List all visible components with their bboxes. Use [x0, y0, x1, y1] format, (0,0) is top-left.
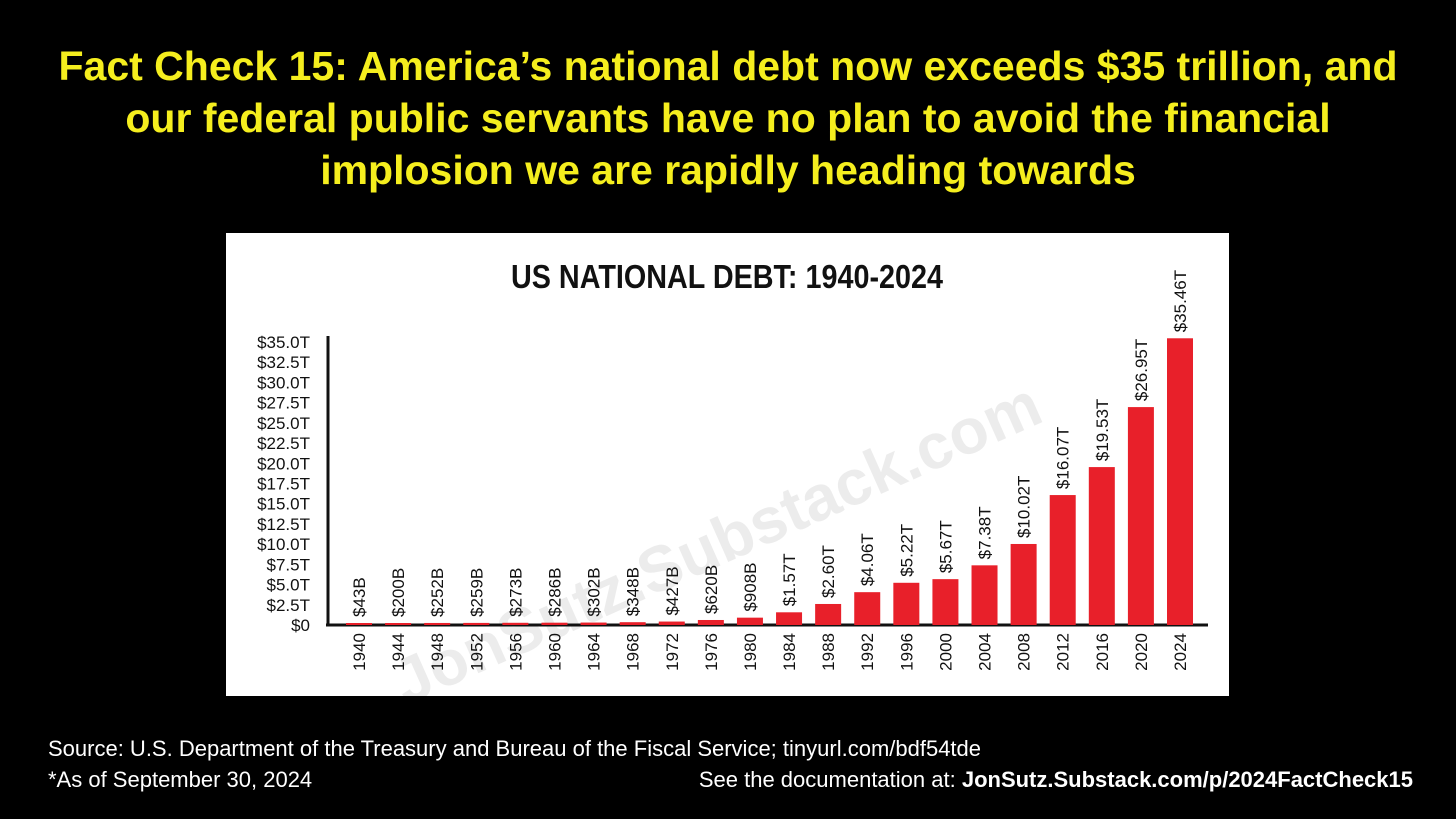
- data-label: $7.38T: [976, 506, 995, 559]
- x-tick-label: 2012: [1054, 633, 1073, 671]
- x-tick-label: 1948: [428, 633, 447, 671]
- y-tick-label: $35.0T: [257, 333, 310, 352]
- bar: [736, 617, 763, 625]
- x-tick-label: 1976: [702, 633, 721, 671]
- x-tick-label: 1980: [741, 633, 760, 671]
- chart-panel: JonSutz.Substack.com US NATIONAL DEBT: 1…: [226, 233, 1229, 696]
- bar: [541, 622, 568, 625]
- data-label: $4.06T: [858, 533, 877, 586]
- bar: [1127, 407, 1154, 625]
- x-tick-label: 1960: [545, 633, 564, 671]
- data-label: $16.07T: [1054, 427, 1073, 489]
- x-tick-label: 1992: [858, 633, 877, 671]
- y-tick-label: $30.0T: [257, 373, 310, 392]
- x-tick-label: 1988: [819, 633, 838, 671]
- bar: [463, 622, 490, 625]
- y-tick-label: $25.0T: [257, 414, 310, 433]
- x-tick-label: 1940: [350, 633, 369, 671]
- data-label: $5.22T: [897, 524, 916, 577]
- chart-title: US NATIONAL DEBT: 1940-2024: [511, 258, 944, 295]
- data-label: $200B: [389, 568, 408, 617]
- x-tick-label: 1952: [467, 633, 486, 671]
- data-label: $273B: [506, 568, 525, 617]
- x-tick-label: 1996: [897, 633, 916, 671]
- y-tick-label: $12.5T: [257, 515, 310, 534]
- bar: [424, 622, 451, 625]
- y-tick-label: $17.5T: [257, 475, 310, 494]
- bar: [932, 579, 959, 625]
- bar: [697, 619, 724, 625]
- bar: [658, 621, 685, 625]
- data-label: $286B: [545, 568, 564, 617]
- bar: [893, 582, 920, 625]
- bar: [1010, 543, 1037, 625]
- y-tick-label: $22.5T: [257, 434, 310, 453]
- as-of-note: *As of September 30, 2024: [48, 767, 313, 792]
- bar: [385, 623, 412, 625]
- y-tick-label: $15.0T: [257, 495, 310, 514]
- data-label: $10.02T: [1015, 476, 1034, 538]
- y-tick-label: $27.5T: [257, 394, 310, 413]
- x-tick-label: 1964: [585, 633, 604, 671]
- y-tick-label: $7.5T: [267, 555, 310, 574]
- bar: [1088, 467, 1115, 625]
- documentation-prefix: See the documentation at:: [698, 767, 962, 792]
- data-label: $908B: [741, 562, 760, 611]
- data-label: $252B: [428, 568, 447, 617]
- x-tick-label: 2016: [1093, 633, 1112, 671]
- data-label: $19.53T: [1093, 399, 1112, 461]
- y-tick-label: $10.0T: [257, 535, 310, 554]
- data-label: $5.67T: [936, 520, 955, 573]
- headline: Fact Check 15: America’s national debt n…: [58, 43, 1398, 193]
- x-tick-label: 1972: [663, 633, 682, 671]
- y-axis: $0$2.5T$5.0T $7.5T$10.0T$12.5T$15.0T$17.5…: [257, 333, 1208, 635]
- documentation-link[interactable]: JonSutz.Substack.com/p/2024FactCheck15: [961, 767, 1413, 792]
- y-tick-label: $2.5T: [267, 596, 310, 615]
- y-tick-label: $5.0T: [267, 576, 310, 595]
- bar: [971, 565, 998, 625]
- bar: [619, 622, 646, 625]
- bar: [502, 622, 529, 625]
- data-label: $620B: [702, 565, 721, 614]
- x-axis-labels: 1940 1944 1948 1952 1956 1960 1964 1968 1972 1976…: [350, 633, 1190, 671]
- x-tick-label: 2020: [1132, 633, 1151, 671]
- x-tick-label: 2000: [936, 633, 955, 671]
- y-tick-label: $0: [291, 616, 310, 635]
- bar: [580, 622, 607, 625]
- data-label: $259B: [467, 568, 486, 617]
- data-label: $26.95T: [1132, 339, 1151, 401]
- bar: [1167, 338, 1193, 625]
- bars: $43B $200B $252B $259B $273B $286B $302B $348B $…: [346, 270, 1193, 625]
- data-label: $2.60T: [819, 545, 838, 598]
- source-note: Source: U.S. Department of the Treasury …: [48, 736, 982, 761]
- x-tick-label: 1956: [506, 633, 525, 671]
- x-tick-label: 2004: [976, 633, 995, 671]
- data-label: $427B: [663, 566, 682, 615]
- y-tick-label: $32.5T: [257, 353, 310, 372]
- bar: [776, 612, 803, 625]
- documentation-note: See the documentation at: JonSutz.Substa…: [699, 767, 1413, 793]
- x-tick-label: 2024: [1171, 633, 1190, 671]
- x-tick-label: 1968: [624, 633, 643, 671]
- bar: [815, 603, 842, 625]
- y-tick-label: $20.0T: [257, 454, 310, 473]
- bar: [346, 623, 372, 625]
- data-label: $1.57T: [780, 553, 799, 606]
- data-label: $43B: [350, 577, 369, 617]
- data-label: $35.46T: [1171, 270, 1190, 332]
- bar: [1049, 495, 1076, 625]
- bar: [854, 592, 881, 625]
- data-label: $302B: [585, 567, 604, 616]
- x-tick-label: 1984: [780, 633, 799, 671]
- data-label: $348B: [624, 567, 643, 616]
- x-tick-label: 2008: [1015, 633, 1034, 671]
- debt-bar-chart: JonSutz.Substack.com US NATIONAL DEBT: 1…: [257, 258, 1208, 696]
- x-tick-label: 1944: [389, 633, 408, 671]
